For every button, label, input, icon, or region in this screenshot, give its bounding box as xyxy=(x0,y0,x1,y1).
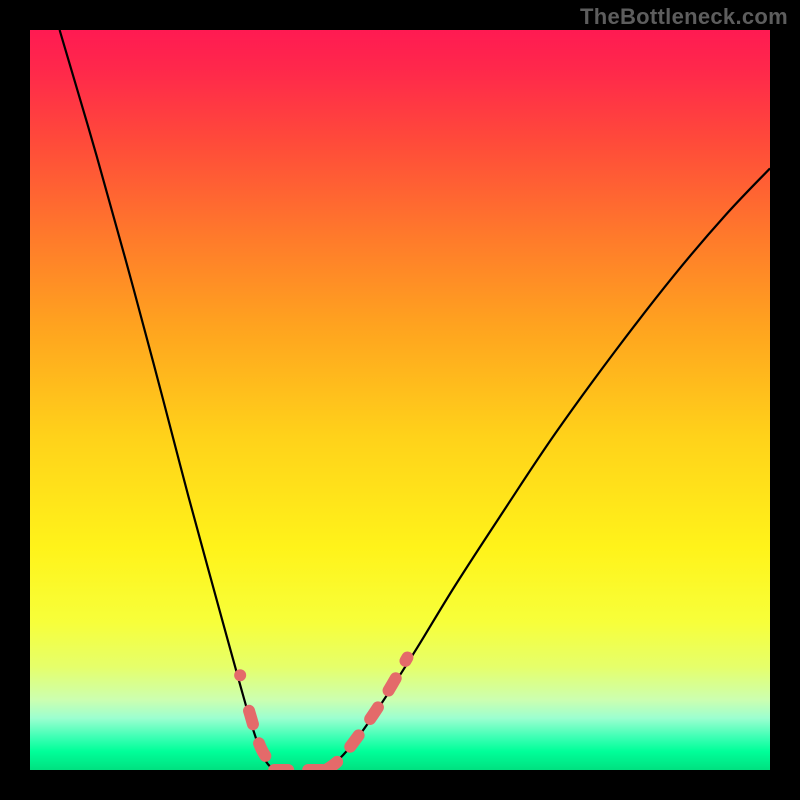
curve-overlay xyxy=(30,30,770,770)
watermark-text: TheBottleneck.com xyxy=(580,4,788,30)
chart-frame: TheBottleneck.com xyxy=(0,0,800,800)
plot-area xyxy=(30,30,770,770)
